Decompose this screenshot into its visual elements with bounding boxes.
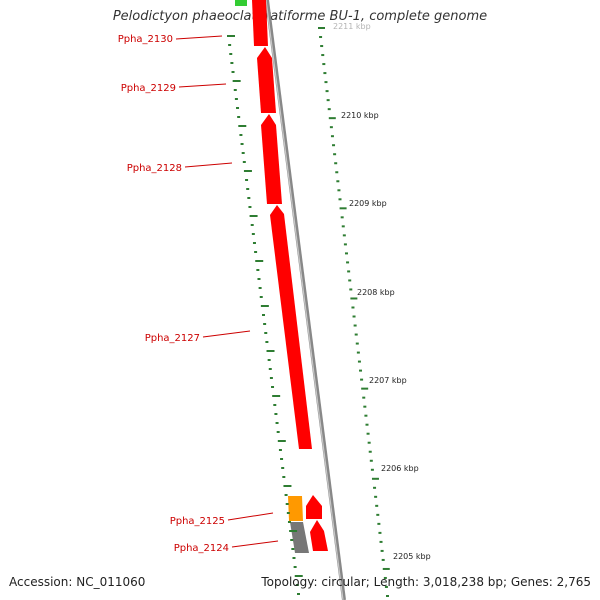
gene-label-ppha-2130[interactable]: Ppha_2130	[118, 34, 173, 45]
topology-text: Topology: circular; Length: 3,018,238 bp…	[261, 575, 591, 589]
map-title: Pelodictyon phaeoclathratiforme BU-1, co…	[112, 9, 488, 24]
gene-green-fragment[interactable]	[235, 0, 247, 6]
kbp-label-2211: 2211 kbp	[333, 22, 371, 31]
gene-label-ppha-2125[interactable]: Ppha_2125	[170, 516, 225, 527]
kbp-label-2205: 2205 kbp	[393, 552, 431, 561]
kbp-label-2206: 2206 kbp	[381, 464, 419, 473]
gene-red-small-upper[interactable]	[306, 495, 322, 519]
gene-label-ppha-2129[interactable]: Ppha_2129	[121, 83, 176, 94]
gene-ppha-2128[interactable]	[261, 114, 282, 204]
genome-backbone	[265, 0, 346, 600]
gene-label-ppha-2124[interactable]: Ppha_2124	[174, 543, 229, 554]
kbp-label-2209: 2209 kbp	[349, 199, 387, 208]
kbp-label-2207: 2207 kbp	[369, 376, 407, 385]
gene-ppha-2130[interactable]	[252, 0, 268, 46]
kbp-label-2208: 2208 kbp	[357, 288, 395, 297]
gene-label-ppha-2127[interactable]: Ppha_2127	[145, 333, 200, 344]
gene-ppha-2129[interactable]	[257, 47, 276, 113]
gc-tick-track	[227, 35, 303, 595]
gene-ppha-2124[interactable]	[290, 522, 309, 553]
accession-text: Accession: NC_011060	[9, 575, 146, 589]
gene-red-small-lower[interactable]	[310, 520, 328, 551]
kbp-label-2210: 2210 kbp	[341, 111, 379, 120]
kbp-scale: 2211 kbp 2210 kbp 2209 kbp 2208 kbp 2207…	[333, 22, 431, 561]
gene-label-ppha-2128[interactable]: Ppha_2128	[127, 163, 182, 174]
gene-ppha-2125[interactable]	[288, 496, 303, 521]
genome-backbone-highlight	[265, 0, 344, 600]
gene-labels: Ppha_2130 Ppha_2129 Ppha_2128 Ppha_2127 …	[118, 34, 279, 554]
kbp-tick-track	[318, 27, 390, 597]
gene-ppha-2127[interactable]	[270, 205, 312, 449]
